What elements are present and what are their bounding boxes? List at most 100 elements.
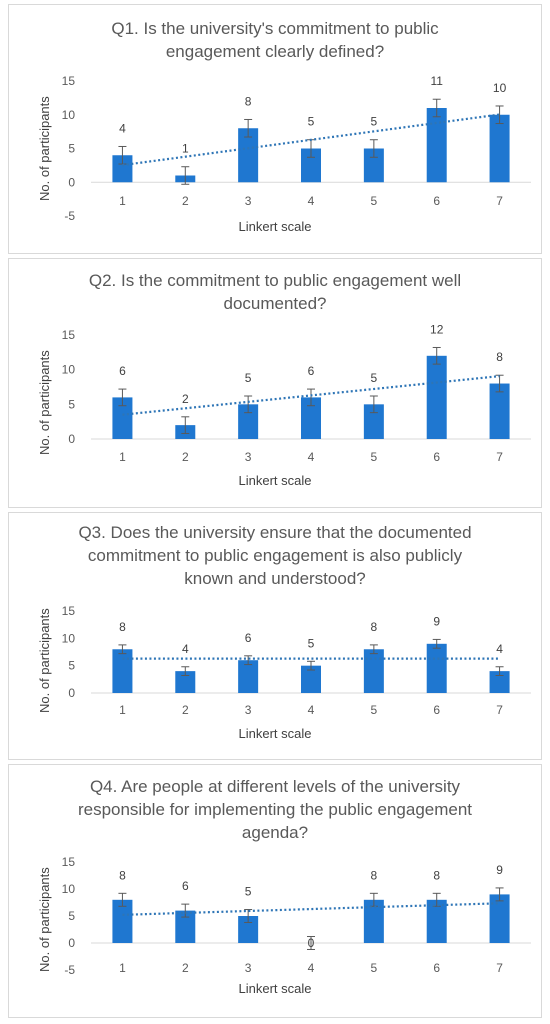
data-label: 1 bbox=[182, 142, 189, 156]
bar bbox=[426, 643, 447, 693]
x-tick-label: 3 bbox=[245, 961, 252, 975]
y-tick-label: 10 bbox=[62, 363, 76, 377]
x-tick-label: 7 bbox=[496, 194, 503, 208]
bar bbox=[301, 665, 321, 693]
x-tick-label: 6 bbox=[433, 703, 440, 717]
x-axis-label: Linkert scale bbox=[238, 473, 312, 488]
x-axis-label: Linkert scale bbox=[238, 219, 312, 234]
bar bbox=[112, 397, 133, 439]
data-label: 6 bbox=[245, 631, 252, 645]
bar bbox=[426, 108, 447, 183]
y-tick-label: -5 bbox=[64, 963, 75, 977]
x-tick-label: 3 bbox=[245, 194, 252, 208]
data-label: 4 bbox=[496, 642, 503, 656]
x-tick-label: 2 bbox=[182, 194, 189, 208]
bar bbox=[238, 128, 259, 183]
y-tick-label: 5 bbox=[68, 142, 75, 156]
chart-title: Q1. Is the university's commitment to pu… bbox=[111, 19, 439, 61]
bar bbox=[112, 155, 133, 183]
data-label: 5 bbox=[308, 636, 315, 650]
data-label: 9 bbox=[433, 614, 440, 628]
bar bbox=[238, 404, 259, 439]
data-label: 8 bbox=[433, 868, 440, 882]
data-label: 8 bbox=[119, 620, 126, 634]
chart-title: Q2. Is the commitment to public engageme… bbox=[88, 271, 462, 313]
bar bbox=[363, 649, 384, 693]
bar bbox=[426, 355, 447, 439]
chart-panel-q3: Q3. Does the university ensure that the … bbox=[8, 512, 542, 760]
y-tick-label: 15 bbox=[62, 328, 76, 342]
bar bbox=[363, 148, 384, 183]
data-label: 6 bbox=[182, 879, 189, 893]
x-tick-label: 1 bbox=[119, 194, 126, 208]
bar bbox=[112, 899, 133, 943]
bar bbox=[301, 397, 321, 439]
data-label: 5 bbox=[371, 371, 378, 385]
x-tick-label: 2 bbox=[182, 450, 189, 464]
x-axis-label: Linkert scale bbox=[238, 726, 312, 741]
chart-panel-q4: Q4. Are people at different levels of th… bbox=[8, 764, 542, 1018]
data-label: 5 bbox=[308, 115, 315, 129]
x-tick-label: 1 bbox=[119, 703, 126, 717]
x-tick-label: 3 bbox=[245, 450, 252, 464]
y-tick-label: 10 bbox=[62, 882, 76, 896]
trendline bbox=[122, 113, 500, 167]
x-tick-label: 1 bbox=[119, 961, 126, 975]
x-tick-label: 6 bbox=[433, 961, 440, 975]
bar bbox=[363, 404, 384, 439]
bar bbox=[426, 899, 447, 943]
data-label: 8 bbox=[119, 868, 126, 882]
data-label: 11 bbox=[430, 74, 443, 88]
x-tick-label: 2 bbox=[182, 703, 189, 717]
bar bbox=[363, 899, 384, 943]
x-tick-label: 3 bbox=[245, 703, 252, 717]
data-label: 0 bbox=[308, 936, 315, 950]
x-tick-label: 1 bbox=[119, 450, 126, 464]
y-tick-label: 15 bbox=[62, 604, 76, 618]
x-tick-label: 6 bbox=[433, 194, 440, 208]
x-axis-label: Linkert scale bbox=[238, 981, 312, 996]
data-label: 8 bbox=[496, 350, 503, 364]
x-tick-label: 4 bbox=[308, 703, 315, 717]
chart-title: Q4. Are people at different levels of th… bbox=[77, 777, 473, 842]
y-tick-label: 0 bbox=[68, 175, 75, 189]
bar bbox=[238, 660, 259, 693]
data-label: 8 bbox=[371, 620, 378, 634]
y-tick-label: 0 bbox=[68, 936, 75, 950]
y-tick-label: 10 bbox=[62, 631, 76, 645]
x-tick-label: 4 bbox=[308, 961, 315, 975]
chart-plot-q3: 0 5 10 15 8 1 4 2 6 3 5 4 8 5 9 6 4 7 bbox=[62, 604, 531, 717]
bar bbox=[489, 894, 510, 943]
data-label: 5 bbox=[371, 115, 378, 129]
x-tick-label: 5 bbox=[371, 194, 378, 208]
x-tick-label: 7 bbox=[496, 703, 503, 717]
y-tick-label: 15 bbox=[62, 74, 76, 88]
data-label: 8 bbox=[245, 94, 252, 108]
x-tick-label: 7 bbox=[496, 961, 503, 975]
y-tick-label: 0 bbox=[68, 686, 75, 700]
trendline bbox=[122, 375, 500, 416]
bar bbox=[489, 114, 510, 183]
chart-title: Q3. Does the university ensure that the … bbox=[78, 523, 472, 588]
x-tick-label: 5 bbox=[371, 450, 378, 464]
x-tick-label: 4 bbox=[308, 194, 315, 208]
y-tick-label: -5 bbox=[64, 209, 75, 223]
bar bbox=[238, 916, 259, 943]
bar bbox=[175, 671, 196, 693]
data-label: 6 bbox=[308, 364, 315, 378]
bar bbox=[175, 910, 196, 943]
x-tick-label: 7 bbox=[496, 450, 503, 464]
bar bbox=[489, 383, 510, 439]
data-label: 5 bbox=[245, 885, 252, 899]
y-tick-label: 15 bbox=[62, 855, 76, 869]
data-label: 5 bbox=[245, 371, 252, 385]
chart-panel-q1: Q1. Is the university's commitment to pu… bbox=[8, 4, 542, 254]
y-tick-label: 0 bbox=[68, 432, 75, 446]
y-tick-label: 5 bbox=[68, 659, 75, 673]
y-tick-label: 5 bbox=[68, 909, 75, 923]
data-label: 4 bbox=[119, 121, 126, 135]
bar bbox=[112, 649, 133, 693]
data-label: 8 bbox=[371, 868, 378, 882]
